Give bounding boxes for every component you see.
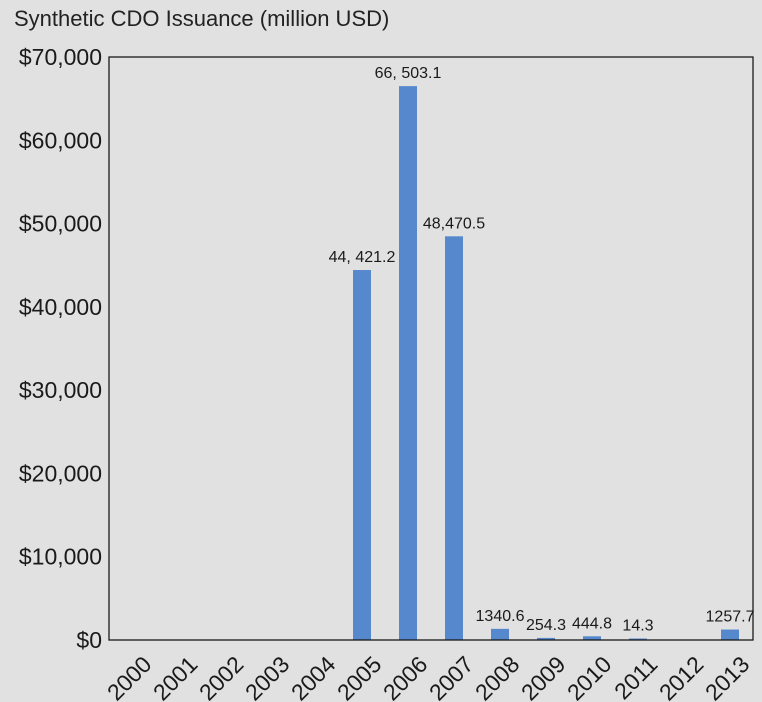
- data-label: 1257.7: [706, 609, 755, 626]
- bar: [399, 86, 417, 640]
- chart-title: Synthetic CDO Issuance (million USD): [14, 6, 390, 31]
- x-tick-label: 2009: [516, 651, 571, 702]
- y-tick-label: $50,000: [19, 211, 102, 237]
- x-axis-labels: 2000200120022003200420052006200720082009…: [102, 651, 755, 702]
- y-tick-label: $0: [76, 627, 102, 653]
- bar: [583, 636, 601, 640]
- y-tick-label: $70,000: [19, 44, 102, 70]
- x-tick-label: 2003: [240, 651, 295, 702]
- bar: [445, 236, 463, 640]
- x-tick-label: 2002: [194, 651, 249, 702]
- x-tick-label: 2012: [654, 651, 709, 702]
- data-label: 444.8: [572, 615, 612, 632]
- x-tick-label: 2008: [470, 651, 525, 702]
- data-label: 44, 421.2: [329, 249, 396, 266]
- y-tick-label: $60,000: [19, 127, 102, 153]
- x-tick-label: 2013: [700, 651, 755, 702]
- bars: [353, 86, 739, 640]
- bar: [721, 629, 739, 640]
- data-label: 254.3: [526, 617, 566, 634]
- plot-area-frame: [108, 56, 754, 641]
- x-tick-label: 2011: [609, 651, 662, 702]
- x-tick-label: 2005: [332, 651, 387, 702]
- data-label: 1340.6: [476, 608, 525, 625]
- data-label: 14.3: [622, 618, 653, 635]
- x-tick-label: 2007: [424, 651, 479, 702]
- x-tick-label: 2006: [378, 651, 433, 702]
- x-tick-label: 2010: [562, 651, 617, 702]
- y-tick-label: $40,000: [19, 294, 102, 320]
- y-tick-label: $20,000: [19, 460, 102, 486]
- bar: [491, 628, 509, 640]
- data-label: 66, 503.1: [375, 65, 442, 82]
- data-label: 48,470.5: [423, 215, 485, 232]
- x-tick-label: 2000: [102, 651, 157, 702]
- bar: [353, 270, 371, 640]
- y-tick-label: $30,000: [19, 377, 102, 403]
- x-tick-label: 2004: [286, 651, 341, 702]
- y-tick-label: $10,000: [19, 544, 102, 570]
- y-axis-labels: $0 $10,000 $20,000 $30,000 $40,000 $50,000 $60…: [19, 44, 102, 653]
- bar: [537, 637, 555, 640]
- x-tick-label: 2001: [148, 651, 203, 702]
- bar: [629, 638, 647, 640]
